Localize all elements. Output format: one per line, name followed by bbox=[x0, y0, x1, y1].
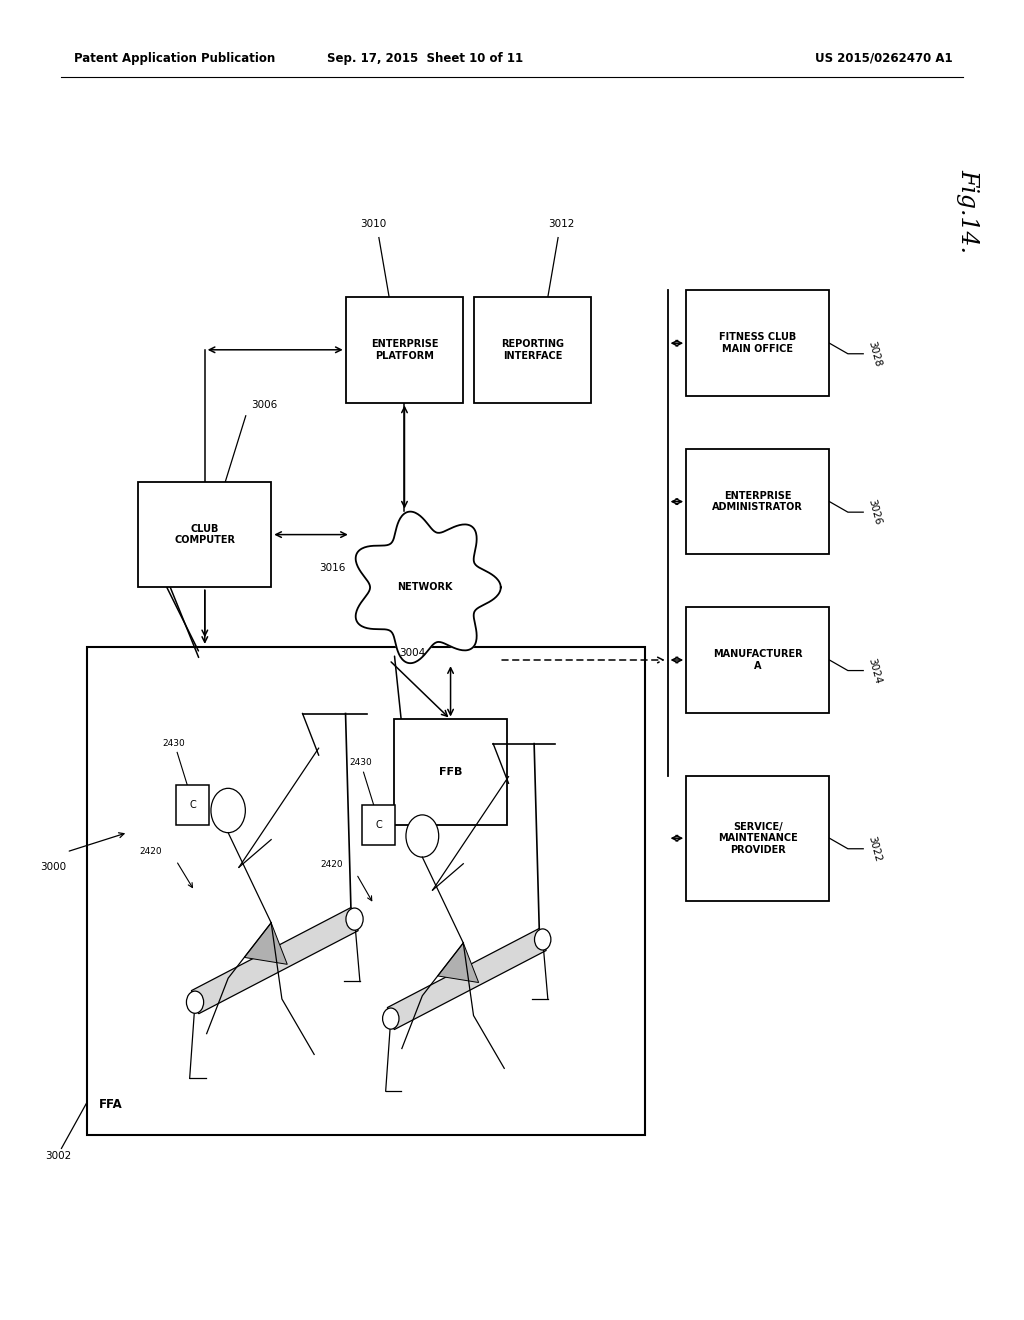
Text: SERVICE/
MAINTENANCE
PROVIDER: SERVICE/ MAINTENANCE PROVIDER bbox=[718, 821, 798, 855]
Polygon shape bbox=[387, 928, 546, 1030]
Bar bbox=[138, 482, 271, 587]
Text: 3002: 3002 bbox=[45, 1151, 72, 1162]
Text: Patent Application Publication: Patent Application Publication bbox=[74, 51, 275, 65]
Text: FFA: FFA bbox=[99, 1098, 123, 1111]
Text: C: C bbox=[189, 800, 196, 810]
Text: 2420: 2420 bbox=[321, 861, 343, 869]
Text: ENTERPRISE
PLATFORM: ENTERPRISE PLATFORM bbox=[371, 339, 438, 360]
Text: 3028: 3028 bbox=[866, 339, 883, 368]
Text: US 2015/0262470 A1: US 2015/0262470 A1 bbox=[815, 51, 952, 65]
Circle shape bbox=[346, 908, 364, 931]
Text: ENTERPRISE
ADMINISTRATOR: ENTERPRISE ADMINISTRATOR bbox=[713, 491, 803, 512]
Circle shape bbox=[383, 1008, 399, 1030]
Circle shape bbox=[406, 814, 438, 857]
Circle shape bbox=[535, 929, 551, 950]
Circle shape bbox=[211, 788, 246, 833]
Bar bbox=[473, 297, 592, 403]
Text: 3022: 3022 bbox=[866, 834, 883, 863]
Bar bbox=[686, 607, 829, 713]
Text: FITNESS CLUB
MAIN OFFICE: FITNESS CLUB MAIN OFFICE bbox=[719, 333, 797, 354]
Bar bbox=[394, 719, 507, 825]
Text: 3004: 3004 bbox=[398, 648, 425, 659]
Text: 3010: 3010 bbox=[360, 219, 387, 230]
Text: CLUB
COMPUTER: CLUB COMPUTER bbox=[174, 524, 236, 545]
Text: 2430: 2430 bbox=[163, 739, 185, 747]
Polygon shape bbox=[191, 908, 358, 1014]
Text: Sep. 17, 2015  Sheet 10 of 11: Sep. 17, 2015 Sheet 10 of 11 bbox=[327, 51, 523, 65]
Bar bbox=[346, 297, 463, 403]
Polygon shape bbox=[355, 512, 501, 663]
Text: NETWORK: NETWORK bbox=[397, 582, 453, 593]
Text: C: C bbox=[376, 820, 382, 830]
Bar bbox=[87, 647, 645, 1135]
Bar bbox=[362, 805, 395, 845]
Polygon shape bbox=[437, 942, 478, 982]
Text: MANUFACTURER
A: MANUFACTURER A bbox=[713, 649, 803, 671]
Bar bbox=[176, 785, 209, 825]
Text: FFB: FFB bbox=[439, 767, 462, 777]
Circle shape bbox=[186, 991, 204, 1014]
Text: 2430: 2430 bbox=[349, 759, 372, 767]
Text: 3026: 3026 bbox=[866, 498, 883, 527]
Text: REPORTING
INTERFACE: REPORTING INTERFACE bbox=[501, 339, 564, 360]
Text: 3012: 3012 bbox=[548, 219, 574, 230]
Bar bbox=[686, 290, 829, 396]
Polygon shape bbox=[245, 923, 288, 965]
Text: 3024: 3024 bbox=[866, 656, 883, 685]
Bar bbox=[686, 449, 829, 554]
Text: 3016: 3016 bbox=[319, 562, 345, 573]
Text: 2420: 2420 bbox=[139, 847, 162, 855]
Text: Fig.14.: Fig.14. bbox=[956, 169, 979, 253]
Text: 3000: 3000 bbox=[40, 862, 67, 871]
Text: 3006: 3006 bbox=[251, 400, 278, 411]
Bar bbox=[686, 776, 829, 900]
